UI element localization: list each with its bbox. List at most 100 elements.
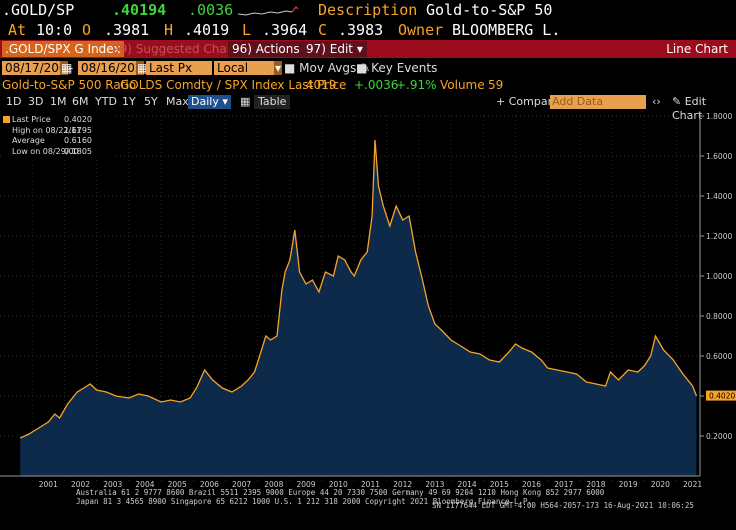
pencil-icon: ✎ xyxy=(672,95,682,108)
gold-spx-ratio-chart[interactable]: 0.20000.40000.60000.80001.00001.20001.40… xyxy=(0,110,736,488)
description-label: Description xyxy=(318,1,418,19)
x-tick-label: 2011 xyxy=(361,480,380,488)
sparkline-icon xyxy=(237,6,299,16)
quote-row: At 10:0 O .3981 H .4019 L .3964 C .3983 … xyxy=(0,20,736,40)
legend-high-label: High on 08/22/11 xyxy=(12,125,82,135)
x-tick-label: 2010 xyxy=(329,480,348,488)
series-line xyxy=(20,139,698,439)
at-label: At xyxy=(8,21,27,39)
last-price-value: .40194 xyxy=(112,1,167,19)
legend-last-price: Last Price 0.4020 xyxy=(2,114,114,125)
start-date-input[interactable]: 08/17/2000 xyxy=(2,61,74,75)
period-1y[interactable]: 1Y xyxy=(122,95,136,108)
y-tick-label: 0.2000 xyxy=(706,432,732,441)
plus-icon: + xyxy=(496,95,506,108)
end-date-input[interactable]: 08/16/2021 xyxy=(78,61,150,75)
footer-session-line: SN 1177644 EDT GMT-4:00 H564-2057-173 16… xyxy=(432,501,694,510)
x-tick-label: 2002 xyxy=(71,480,90,488)
key-events-label: Key Events xyxy=(371,61,438,75)
mov-avgs-checkbox[interactable]: ■ Mov Avgs ✎ xyxy=(284,61,371,75)
calendar-icon[interactable]: ▦ xyxy=(60,61,73,75)
y-axis: 0.20000.40000.60000.80001.00001.20001.40… xyxy=(699,112,732,476)
params-bar: 08/17/2000 ▦ - 08/16/2021 ▦ Last Px Loca… xyxy=(0,60,736,89)
series-area-fill xyxy=(20,140,697,476)
edit-label: 97) Edit xyxy=(306,42,354,56)
x-tick-label: 2014 xyxy=(458,480,477,488)
last-value-tag: 0.4020 xyxy=(706,390,736,401)
add-data-input[interactable]: Add Data xyxy=(550,95,646,109)
y-tick-label: 0.8000 xyxy=(706,312,732,321)
series-swatch xyxy=(3,116,10,123)
x-tick-label: 2007 xyxy=(232,480,251,488)
period-ytd[interactable]: YTD xyxy=(95,95,117,108)
edit-menu[interactable]: 97) Edit ▾ xyxy=(302,41,367,57)
y-tick-label: 0.6000 xyxy=(706,352,732,361)
x-tick-label: 2015 xyxy=(490,480,509,488)
footer-contacts-line1: Australia 61 2 9777 8600 Brazil 5511 239… xyxy=(76,488,605,497)
security-header-row: .GOLD/SP .40194 .0036 Description Gold-t… xyxy=(0,0,736,20)
close-label: C xyxy=(318,21,328,39)
period-1d[interactable]: 1D xyxy=(6,95,22,108)
series-name: Gold-to-S&P 500 Ratio xyxy=(2,78,137,92)
legend-high-value: 1.6795 xyxy=(64,125,92,135)
key-events-checkbox[interactable]: ■ Key Events xyxy=(356,61,438,75)
edit-chart-button[interactable]: ✎ Edit Chart xyxy=(672,95,736,123)
period-5y[interactable]: 5Y xyxy=(144,95,158,108)
legend-last-value: 0.4020 xyxy=(64,115,92,124)
mov-avgs-label: Mov Avgs xyxy=(299,61,357,75)
series-info-bar: Gold-to-S&P 500 Ratio GOLDS Comdty / SPX… xyxy=(0,78,736,93)
price-change-value: .0036 xyxy=(188,1,234,19)
date-separator: - xyxy=(69,61,74,75)
owner-label: Owner xyxy=(398,21,444,39)
description-value: Gold-to-S&P 50 xyxy=(426,1,553,19)
ticker-input[interactable]: .GOLD/SPX G Index xyxy=(2,41,124,57)
calendar-icon[interactable]: ▦ xyxy=(136,61,149,75)
edit-chart-label: Edit Chart xyxy=(672,95,707,122)
x-tick-label: 2020 xyxy=(651,480,670,488)
x-tick-label: 2021 xyxy=(683,480,702,488)
series-pct-change: +.91% xyxy=(396,78,437,92)
legend-high: High on 08/22/11 1.6795 xyxy=(2,125,114,136)
currency-dropdown-icon[interactable]: ▾ xyxy=(274,61,282,75)
close-value: .3983 xyxy=(338,21,384,39)
chevron-right-icon[interactable]: › xyxy=(656,95,661,108)
legend-low-label: Low on 08/29/00 xyxy=(12,146,79,156)
series-security: GOLDS Comdty / SPX Index Last Price xyxy=(120,78,347,92)
period-max[interactable]: Max xyxy=(166,95,189,108)
low-value: .3964 xyxy=(262,21,308,39)
actions-menu[interactable]: 96) Actions ▾ xyxy=(228,41,314,57)
low-label: L xyxy=(242,21,252,39)
period-3d[interactable]: 3D xyxy=(28,95,44,108)
table-icon[interactable]: ▦ xyxy=(240,95,251,108)
period-bar: 1D 3D 1M 6M YTD 1Y 5Y Max Daily ▾ ▦ Tabl… xyxy=(0,94,736,122)
legend-average-value: 0.6160 xyxy=(64,136,92,145)
y-tick-label: 1.4000 xyxy=(706,192,732,201)
series-last: .4019 xyxy=(302,78,337,92)
compare-label: Compare xyxy=(508,95,559,108)
period-6m[interactable]: 6M xyxy=(72,95,89,108)
high-label: H xyxy=(164,21,174,39)
field-select[interactable]: Last Px xyxy=(146,61,212,75)
chevron-left-icon[interactable]: ‹ xyxy=(652,95,657,108)
x-tick-label: 2018 xyxy=(586,480,605,488)
x-axis: 2001 2002 2003 2004 2005 2006 2007 2008 2009 2010… xyxy=(0,475,702,488)
volume-label: Volume xyxy=(440,78,485,92)
frequency-label: Daily xyxy=(191,95,219,108)
x-tick-label: 2003 xyxy=(103,480,122,488)
y-tick-label: 1.6000 xyxy=(706,152,732,161)
period-1m[interactable]: 1M xyxy=(50,95,67,108)
legend-low: Low on 08/29/00 0.1805 xyxy=(2,146,114,157)
x-tick-label: 2009 xyxy=(296,480,315,488)
y-tick-label: 1.0000 xyxy=(706,272,732,281)
x-tick-label: 2008 xyxy=(264,480,283,488)
suggested-charts-button[interactable]: 99) Suggested Charts xyxy=(112,42,243,56)
currency-select[interactable]: Local CCY xyxy=(214,61,276,89)
owner-value: BLOOMBERG L. xyxy=(452,21,561,39)
chart-legend[interactable]: Last Price 0.4020 High on 08/22/11 1.679… xyxy=(2,114,114,158)
last-value-label: 0.4020 xyxy=(709,392,735,401)
frequency-select[interactable]: Daily ▾ xyxy=(188,95,231,109)
nav-arrows[interactable]: ‹› xyxy=(652,95,661,109)
series-change: +.0036 xyxy=(354,78,399,92)
table-button[interactable]: Table xyxy=(254,95,291,109)
chevron-down-icon: ▾ xyxy=(356,42,363,56)
